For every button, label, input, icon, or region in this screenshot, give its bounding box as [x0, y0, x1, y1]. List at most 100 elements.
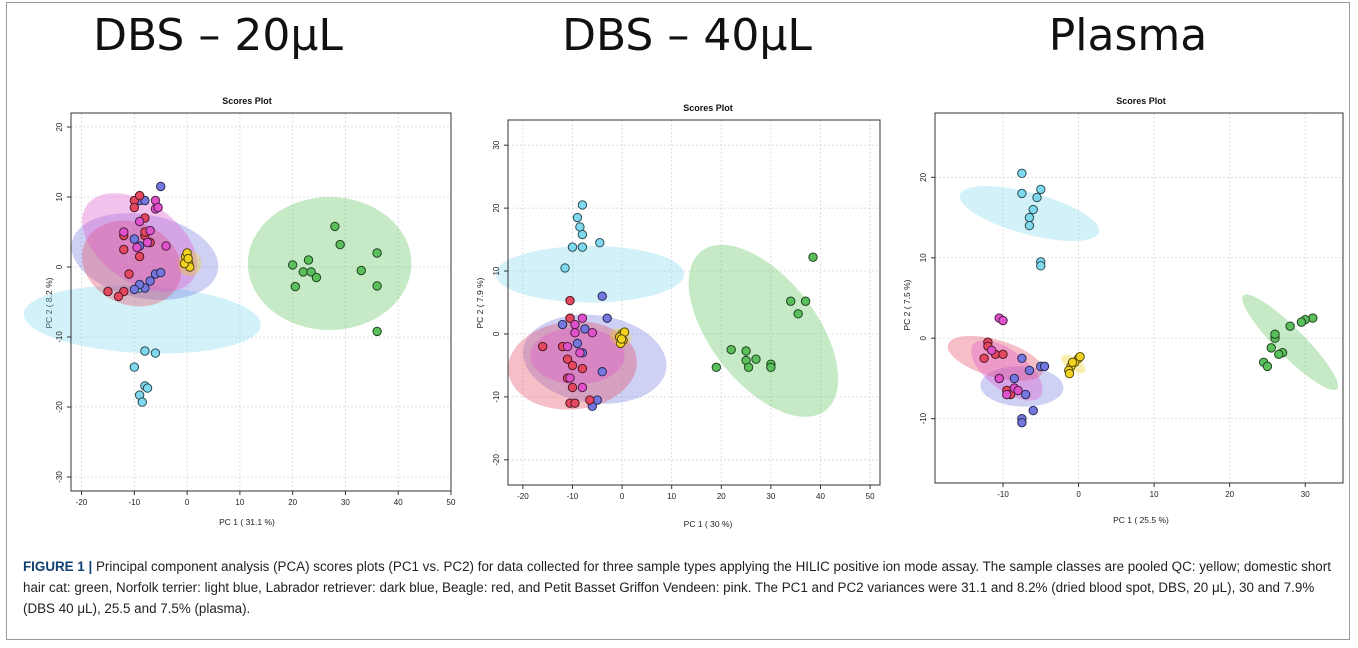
data-point	[1067, 357, 1078, 368]
data-point	[1028, 204, 1038, 215]
data-point	[142, 383, 153, 393]
data-point	[595, 238, 605, 248]
x-axis-label: PC 1 ( 31.1 %)	[219, 517, 275, 527]
y-axis-label: PC 2 ( 8.2 %)	[44, 277, 54, 328]
data-point	[153, 202, 163, 213]
confidence-ellipse	[71, 213, 219, 300]
y-tick-label: 10	[919, 253, 928, 262]
data-point	[565, 313, 575, 323]
data-point	[587, 328, 598, 338]
y-tick-label: 30	[492, 140, 501, 149]
data-point	[1039, 361, 1050, 372]
x-tick-label: -20	[517, 492, 529, 501]
data-point	[145, 276, 155, 286]
data-point	[1024, 212, 1035, 223]
data-point	[808, 252, 818, 262]
data-point	[538, 341, 548, 352]
data-point	[567, 242, 578, 252]
data-point	[134, 190, 145, 201]
x-tick-label: -10	[567, 492, 579, 501]
data-point	[1266, 343, 1276, 353]
x-tick-label: 40	[394, 498, 403, 507]
caption-label: FIGURE 1 |	[23, 559, 93, 574]
data-point	[585, 395, 595, 405]
data-point	[134, 216, 145, 227]
x-tick-label: 20	[1225, 490, 1234, 499]
data-point	[986, 345, 997, 355]
data-point	[137, 397, 147, 407]
data-point	[113, 291, 124, 302]
x-tick-label: 50	[447, 498, 456, 507]
confidence-ellipse	[495, 245, 685, 303]
data-point	[124, 269, 134, 279]
figure-plots-svg: DBS – 20μL Scores Plot PC 1 ( 31.1 %) PC…	[23, 10, 1344, 529]
data-point	[1270, 329, 1280, 339]
data-point	[570, 398, 580, 408]
data-point	[711, 362, 722, 373]
data-point	[570, 328, 580, 338]
data-point	[1024, 365, 1035, 376]
y-axis-label: PC 2 ( 7.9 %)	[475, 277, 485, 328]
data-point	[577, 242, 588, 252]
data-point	[1308, 313, 1318, 323]
data-point	[557, 319, 568, 330]
data-point	[290, 281, 301, 292]
data-point	[142, 237, 153, 248]
data-point	[298, 267, 308, 277]
plot-frame	[70, 112, 452, 492]
data-point	[565, 373, 575, 383]
panel-dbs-40ul: DBS – 40μL Scores Plot PC 1 ( 30 %) PC 2…	[475, 10, 881, 529]
data-point	[1020, 389, 1031, 400]
confidence-ellipse	[1242, 294, 1338, 390]
x-tick-label: -20	[76, 498, 88, 507]
y-tick-label: 10	[55, 192, 64, 201]
data-point	[129, 202, 140, 213]
x-tick-label: 0	[620, 492, 625, 501]
data-point	[129, 362, 140, 372]
y-tick-label: -10	[492, 391, 501, 403]
data-point	[145, 225, 155, 236]
figure-frame: DBS – 20μL Scores Plot PC 1 ( 31.1 %) PC…	[6, 2, 1350, 640]
confidence-ellipse	[688, 244, 839, 417]
data-point	[134, 251, 145, 262]
y-tick-label: 20	[492, 203, 501, 212]
data-point	[998, 349, 1008, 360]
data-point	[1017, 353, 1027, 364]
data-point	[560, 263, 570, 273]
data-point	[306, 267, 316, 277]
x-axis-label: PC 1 ( 30 %)	[684, 519, 733, 529]
data-point	[1075, 352, 1085, 362]
data-point	[129, 234, 140, 244]
figure-caption: FIGURE 1 | Principal component analysis …	[23, 556, 1341, 619]
data-point	[979, 353, 989, 364]
confidence-ellipse	[523, 314, 667, 404]
x-axis-label: PC 1 ( 25.5 %)	[1113, 515, 1169, 525]
data-point	[1024, 220, 1035, 231]
data-point	[994, 373, 1004, 384]
data-point	[751, 354, 761, 364]
data-point	[183, 253, 193, 264]
x-tick-label: 10	[667, 492, 676, 501]
panel-plasma: Plasma Scores Plot PC 1 ( 25.5 %) PC 2 (…	[902, 10, 1344, 525]
data-point	[616, 334, 627, 344]
figure-plots: DBS – 20μL Scores Plot PC 1 ( 31.1 %) PC…	[7, 3, 1351, 543]
data-point	[577, 200, 588, 210]
y-tick-label: -10	[919, 412, 928, 424]
data-point	[161, 241, 171, 251]
data-point	[577, 382, 588, 393]
data-point	[132, 242, 142, 253]
data-point	[570, 319, 580, 330]
data-point	[1032, 192, 1042, 203]
data-point	[156, 267, 166, 278]
y-tick-label: -20	[55, 401, 64, 413]
y-tick-label: -10	[55, 331, 64, 343]
data-point	[577, 363, 588, 374]
x-tick-label: 30	[766, 492, 775, 501]
data-point	[372, 326, 382, 337]
panel-dbs-20ul: DBS – 20μL Scores Plot PC 1 ( 31.1 %) PC…	[23, 10, 456, 527]
data-point	[356, 265, 366, 276]
data-point	[567, 382, 578, 393]
data-point	[741, 346, 751, 356]
data-point	[1036, 261, 1046, 271]
data-point	[119, 244, 129, 255]
